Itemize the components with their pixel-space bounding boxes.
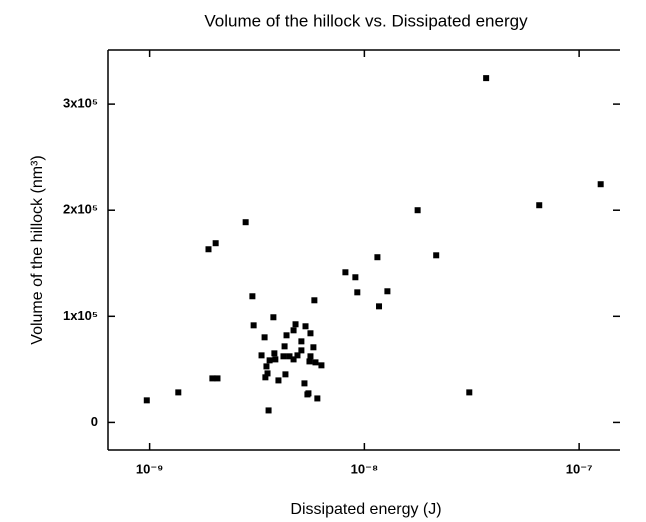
point <box>250 322 257 329</box>
point <box>249 293 256 300</box>
point <box>275 377 282 384</box>
x-tick-label: 10⁻⁹ <box>136 461 164 476</box>
point <box>205 246 212 253</box>
point <box>414 207 421 214</box>
point <box>272 356 279 363</box>
y-tick-label: 2x10⁵ <box>63 202 98 217</box>
point <box>271 350 278 357</box>
y-axis-label: Volume of the hillock (nm³) <box>29 155 46 344</box>
point <box>270 314 277 321</box>
y-tick-label: 0 <box>91 414 98 429</box>
point <box>242 219 249 226</box>
point <box>264 370 271 377</box>
point <box>311 297 318 304</box>
point <box>266 357 273 364</box>
point <box>307 330 314 337</box>
point <box>433 252 440 259</box>
x-tick-label: 10⁻⁸ <box>351 461 378 476</box>
x-axis-label: Dissipated energy (J) <box>290 501 441 518</box>
chart-title: Volume of the hillock vs. Dissipated ene… <box>204 11 528 30</box>
point <box>310 344 317 351</box>
point <box>283 332 290 339</box>
point <box>258 352 265 359</box>
x-tick-label: 10⁻⁷ <box>566 461 593 476</box>
point <box>304 391 311 398</box>
point <box>290 356 297 363</box>
point <box>281 343 288 350</box>
point <box>302 323 309 330</box>
point <box>286 353 293 360</box>
point <box>312 359 319 366</box>
point <box>280 353 287 360</box>
point <box>214 375 221 382</box>
point <box>290 327 297 334</box>
point <box>306 358 313 365</box>
point <box>307 353 314 360</box>
point <box>263 363 270 370</box>
point <box>261 334 268 341</box>
point <box>292 321 299 328</box>
point <box>352 274 359 281</box>
point <box>298 347 305 354</box>
point <box>354 289 361 296</box>
point <box>298 338 305 345</box>
point <box>175 389 182 396</box>
point <box>212 240 219 247</box>
point <box>376 303 383 310</box>
point <box>374 254 381 261</box>
point <box>282 371 289 378</box>
y-tick-label: 1x10⁵ <box>63 308 98 323</box>
point <box>209 375 216 382</box>
point <box>342 269 349 276</box>
point <box>265 407 272 414</box>
point <box>143 397 150 404</box>
point <box>294 352 301 359</box>
point <box>483 75 490 82</box>
point <box>536 202 543 209</box>
point <box>318 362 325 369</box>
point <box>384 288 391 295</box>
point <box>262 374 269 381</box>
point <box>597 181 604 188</box>
point <box>466 389 473 396</box>
point <box>314 395 321 402</box>
y-tick-label: 3x10⁵ <box>63 96 98 111</box>
point <box>301 380 308 387</box>
